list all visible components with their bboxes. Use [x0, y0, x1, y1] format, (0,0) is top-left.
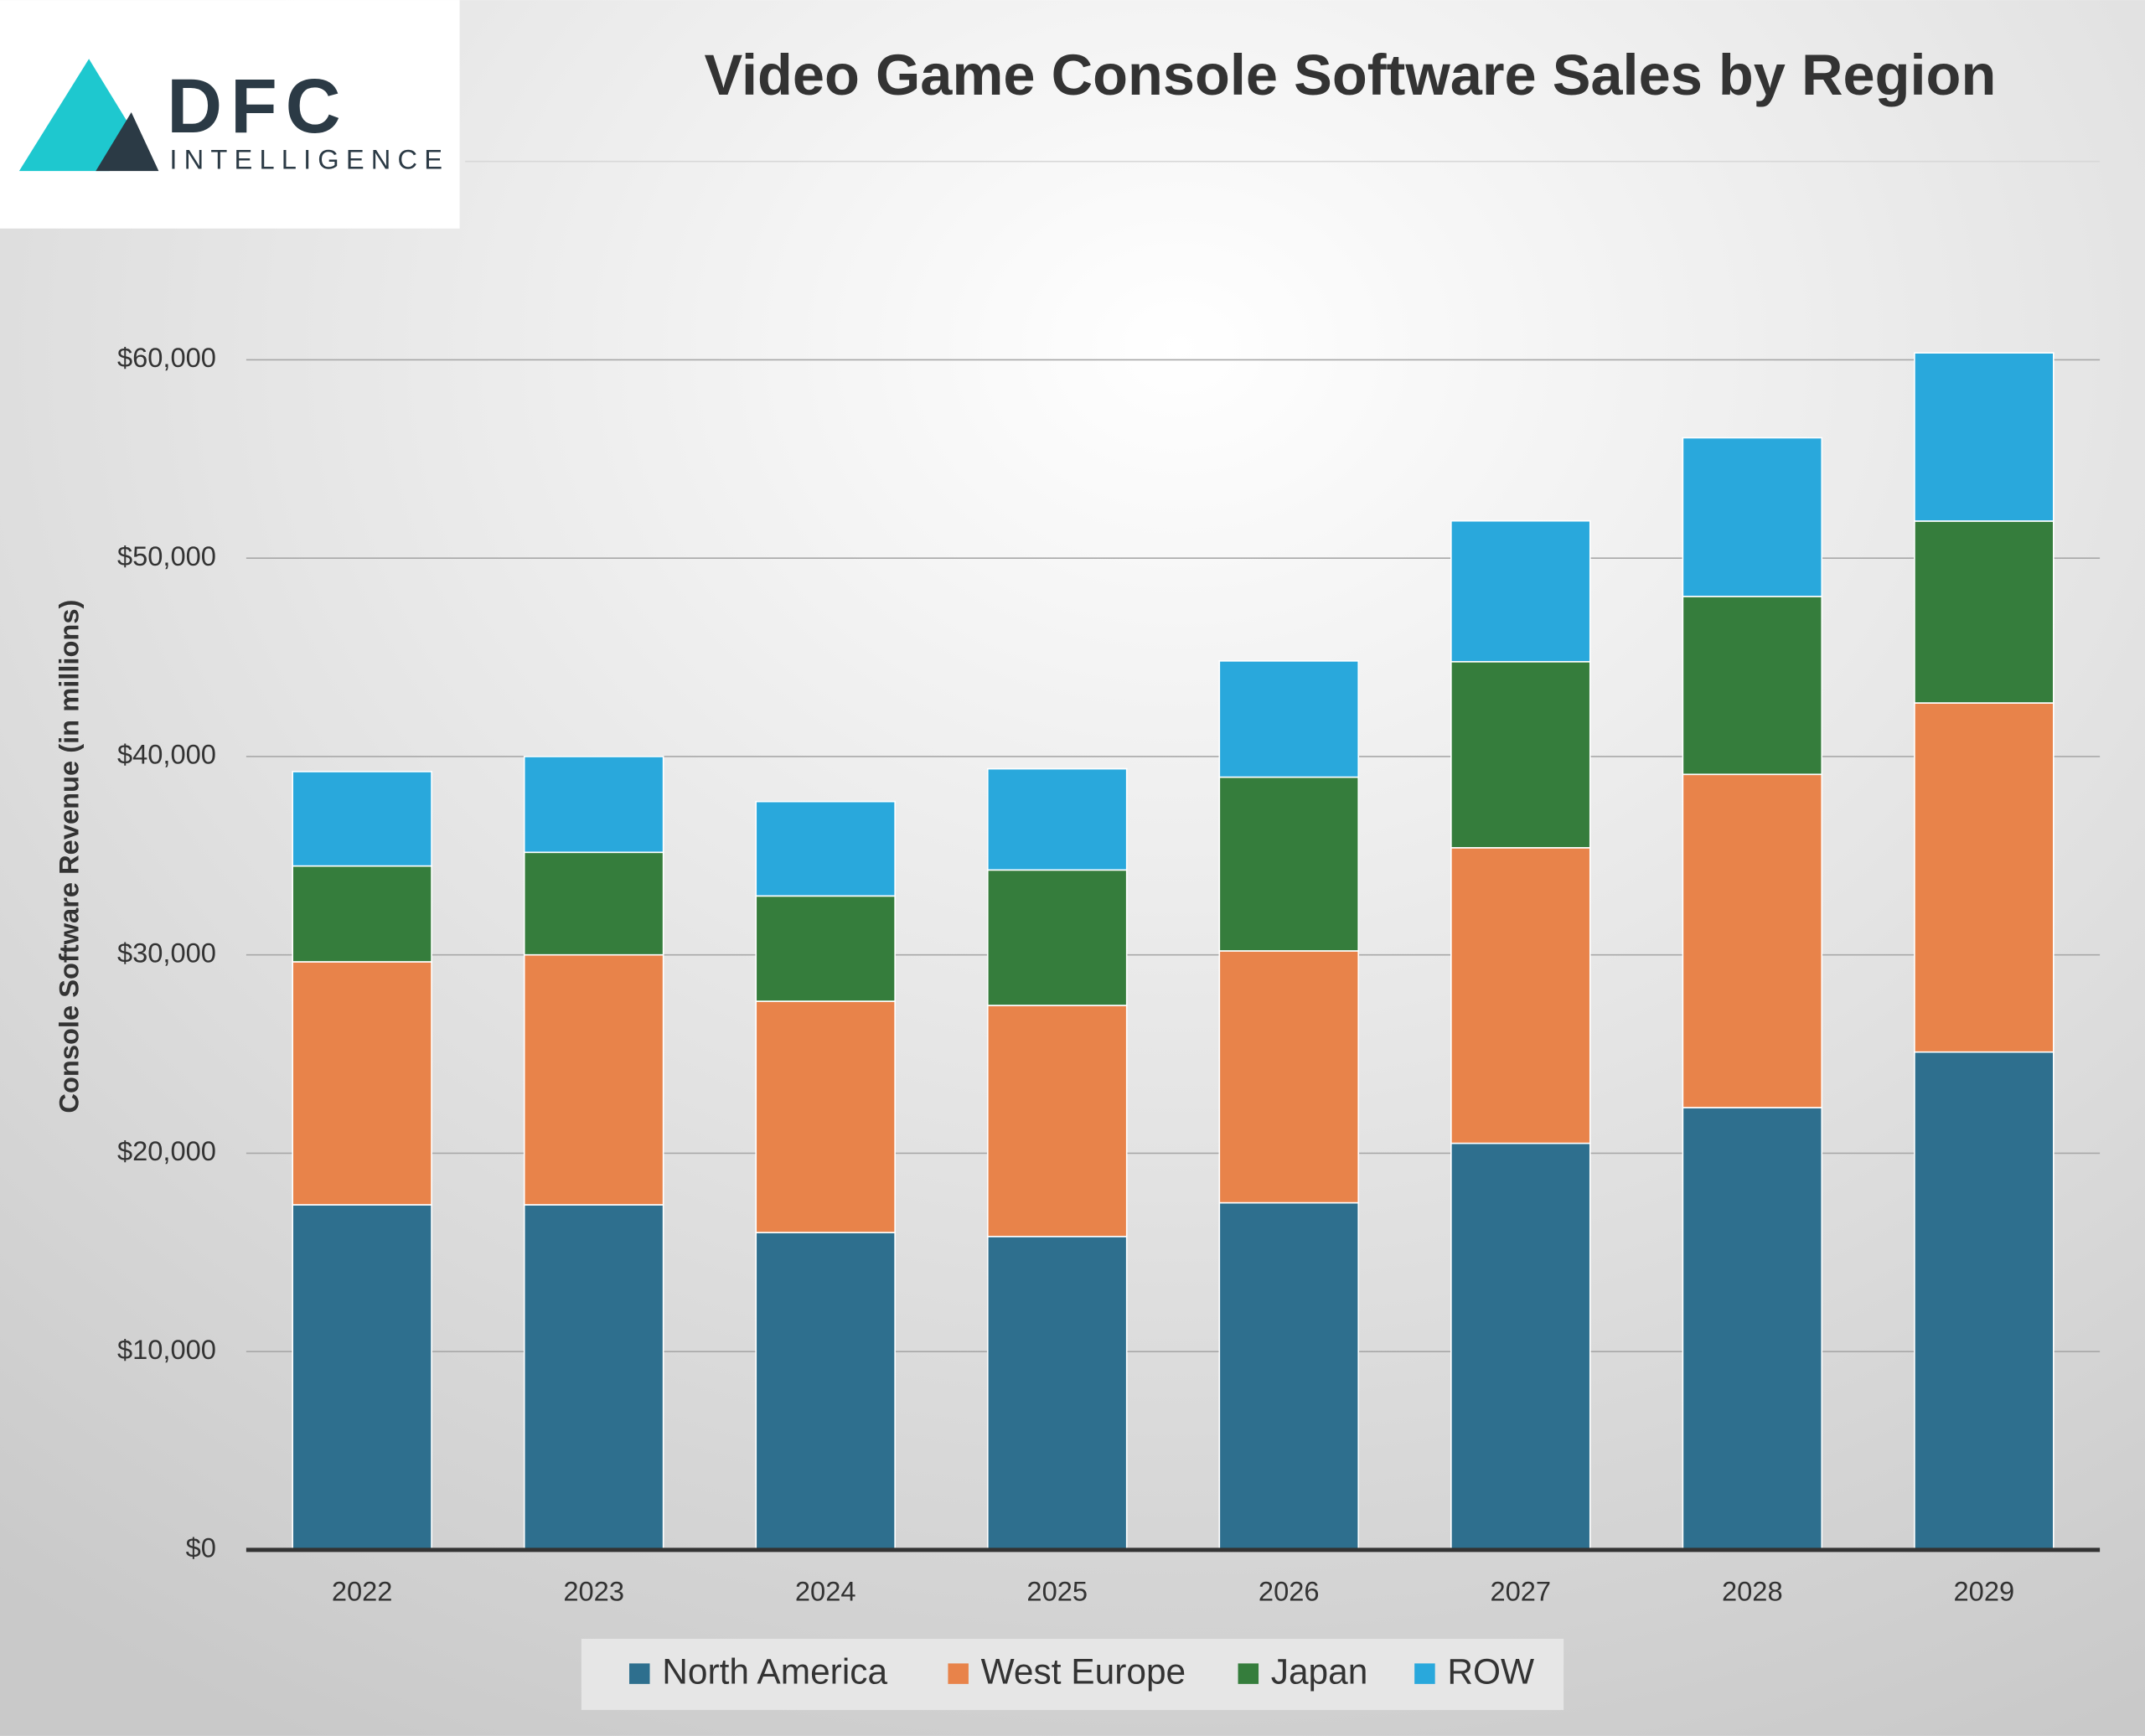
legend-swatch	[948, 1663, 969, 1684]
bar-segment	[1682, 773, 1823, 1108]
bar-segment	[523, 1204, 664, 1551]
logo-mark	[18, 59, 134, 172]
bar-segment	[1218, 1201, 1360, 1551]
y-tick-label: $30,000	[117, 937, 216, 968]
bar-segment	[986, 767, 1128, 871]
bar-segment	[1914, 702, 2055, 1053]
x-tick-label: 2028	[1722, 1576, 1783, 1607]
legend-swatch	[1238, 1663, 1259, 1684]
bar-segment	[292, 771, 432, 867]
legend-swatch	[1414, 1663, 1435, 1684]
x-tick-label: 2024	[795, 1576, 856, 1607]
bar-segment	[1450, 519, 1591, 663]
bar-segment	[755, 1232, 896, 1551]
bar-segment	[1450, 660, 1591, 849]
bar-segment	[1914, 1051, 2055, 1551]
bar-segment	[292, 865, 432, 963]
bar-segment	[1450, 1142, 1591, 1551]
logo-name: DFC	[167, 64, 349, 149]
y-tick-label: $0	[186, 1532, 216, 1563]
x-tick-label: 2027	[1490, 1576, 1551, 1607]
bar-segment	[523, 953, 664, 1206]
y-tick-label: $10,000	[117, 1334, 216, 1365]
x-tick-label: 2026	[1259, 1576, 1320, 1607]
y-axis-label: Console Software Revenue (in millions)	[54, 600, 85, 1113]
bar-segment	[1682, 1107, 1823, 1551]
bar-segment	[755, 895, 896, 1002]
legend-box	[581, 1639, 1564, 1710]
legend-label: Japan	[1271, 1652, 1368, 1692]
logo-tagline: INTELLIGENCE	[169, 143, 449, 174]
y-tick-label: $50,000	[117, 540, 216, 571]
y-tick-label: $20,000	[117, 1135, 216, 1166]
bar-segment	[1914, 520, 2055, 704]
bar-segment	[523, 756, 664, 854]
y-tick-label: $40,000	[117, 739, 216, 770]
bar-segment	[1682, 437, 1823, 597]
bar-segment	[1218, 660, 1360, 778]
x-tick-label: 2029	[1954, 1576, 2015, 1607]
bar-segment	[755, 1000, 896, 1233]
logo: DFC INTELLIGENCE	[0, 0, 460, 229]
bar-segment	[986, 1236, 1128, 1551]
y-tick-label: $60,000	[117, 342, 216, 373]
bar-segment	[1682, 596, 1823, 776]
logo-mark	[96, 111, 159, 172]
bar-segment	[755, 800, 896, 897]
bar-segment	[1450, 847, 1591, 1144]
legend-swatch	[629, 1663, 650, 1684]
bar-segment	[292, 961, 432, 1206]
bar-segment	[523, 851, 664, 956]
legend-label: ROW	[1447, 1652, 1534, 1692]
bar-segment	[292, 1204, 432, 1551]
chart-title: Video Game Console Software Sales by Reg…	[705, 43, 1997, 107]
bar-segment	[1218, 776, 1360, 952]
x-tick-label: 2025	[1026, 1576, 1088, 1607]
bar-segment	[986, 869, 1128, 1006]
bar-segment	[1914, 352, 2055, 522]
x-tick-label: 2022	[332, 1576, 393, 1607]
bar-segment	[1218, 950, 1360, 1204]
x-tick-label: 2023	[563, 1576, 624, 1607]
legend-label: West Europe	[981, 1652, 1186, 1692]
legend-label: North America	[662, 1652, 887, 1692]
legend: North America West Europe Japan ROW	[629, 1652, 1534, 1692]
plot: $0 $10,000 $20,000 $30,000 $40,000 $50,000 $60…	[117, 342, 2101, 1607]
bar-segment	[986, 1005, 1128, 1237]
